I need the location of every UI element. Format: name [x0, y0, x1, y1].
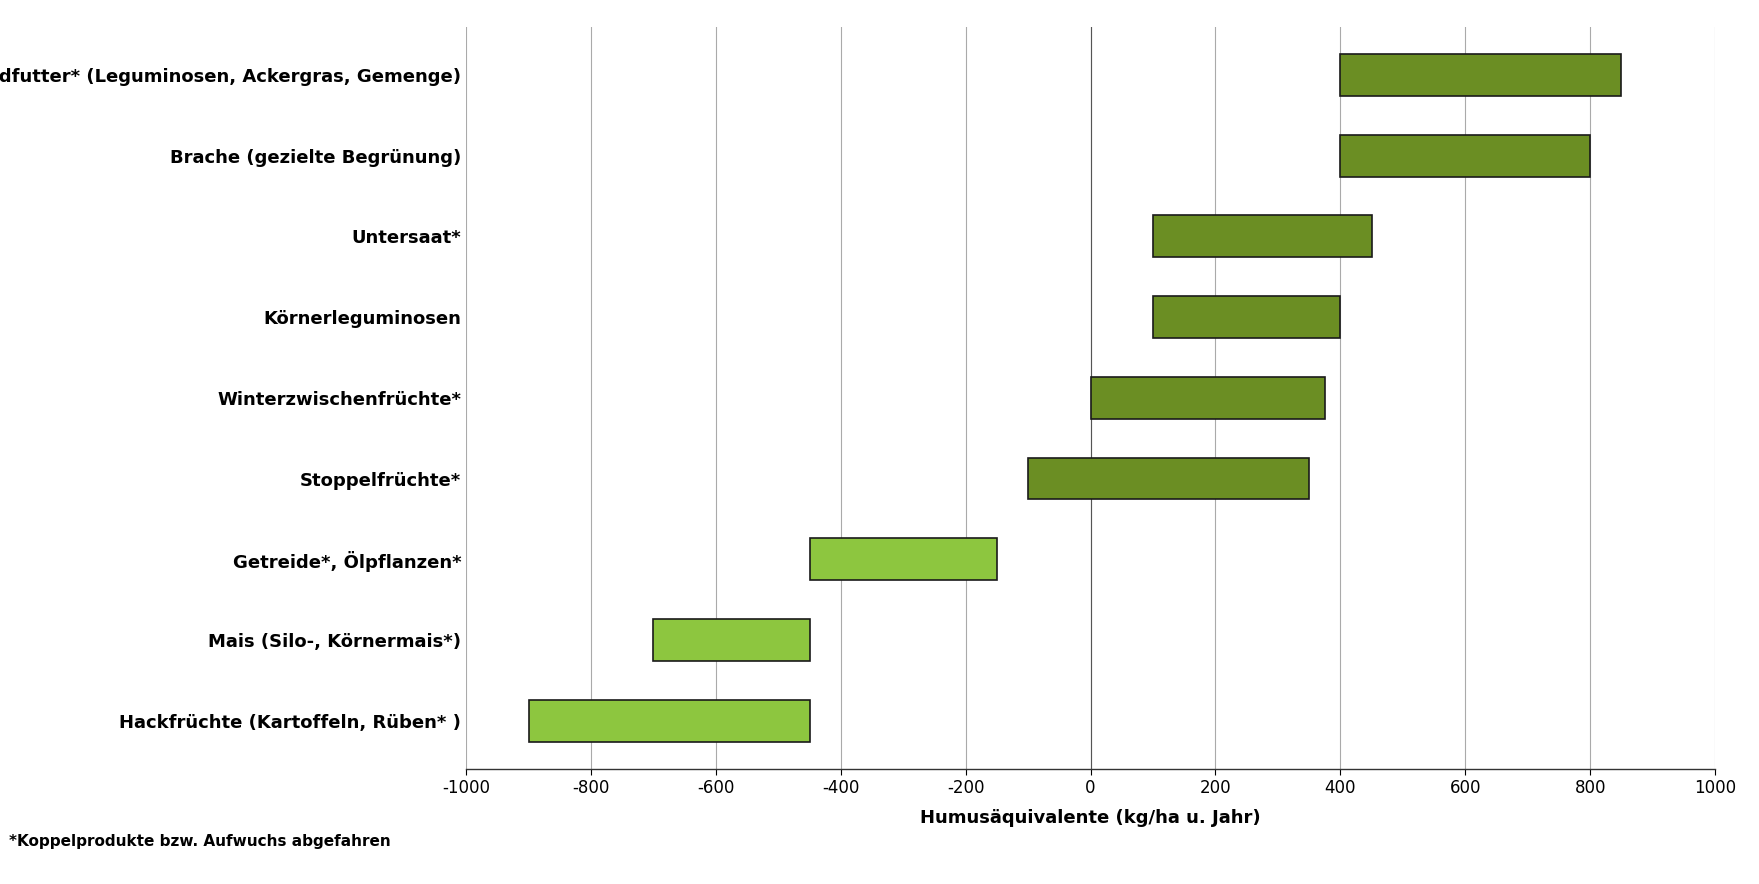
X-axis label: Humusäquivalente (kg/ha u. Jahr): Humusäquivalente (kg/ha u. Jahr)	[920, 809, 1261, 827]
Bar	[653, 619, 809, 661]
Bar	[1340, 134, 1590, 177]
Bar	[1154, 296, 1340, 338]
Bar	[528, 699, 809, 742]
Bar	[1027, 458, 1309, 499]
Bar	[1091, 377, 1325, 419]
Bar	[809, 538, 997, 580]
Text: *Koppelprodukte bzw. Aufwuchs abgefahren: *Koppelprodukte bzw. Aufwuchs abgefahren	[9, 834, 390, 849]
Bar	[1340, 54, 1622, 96]
Bar	[1154, 216, 1372, 257]
